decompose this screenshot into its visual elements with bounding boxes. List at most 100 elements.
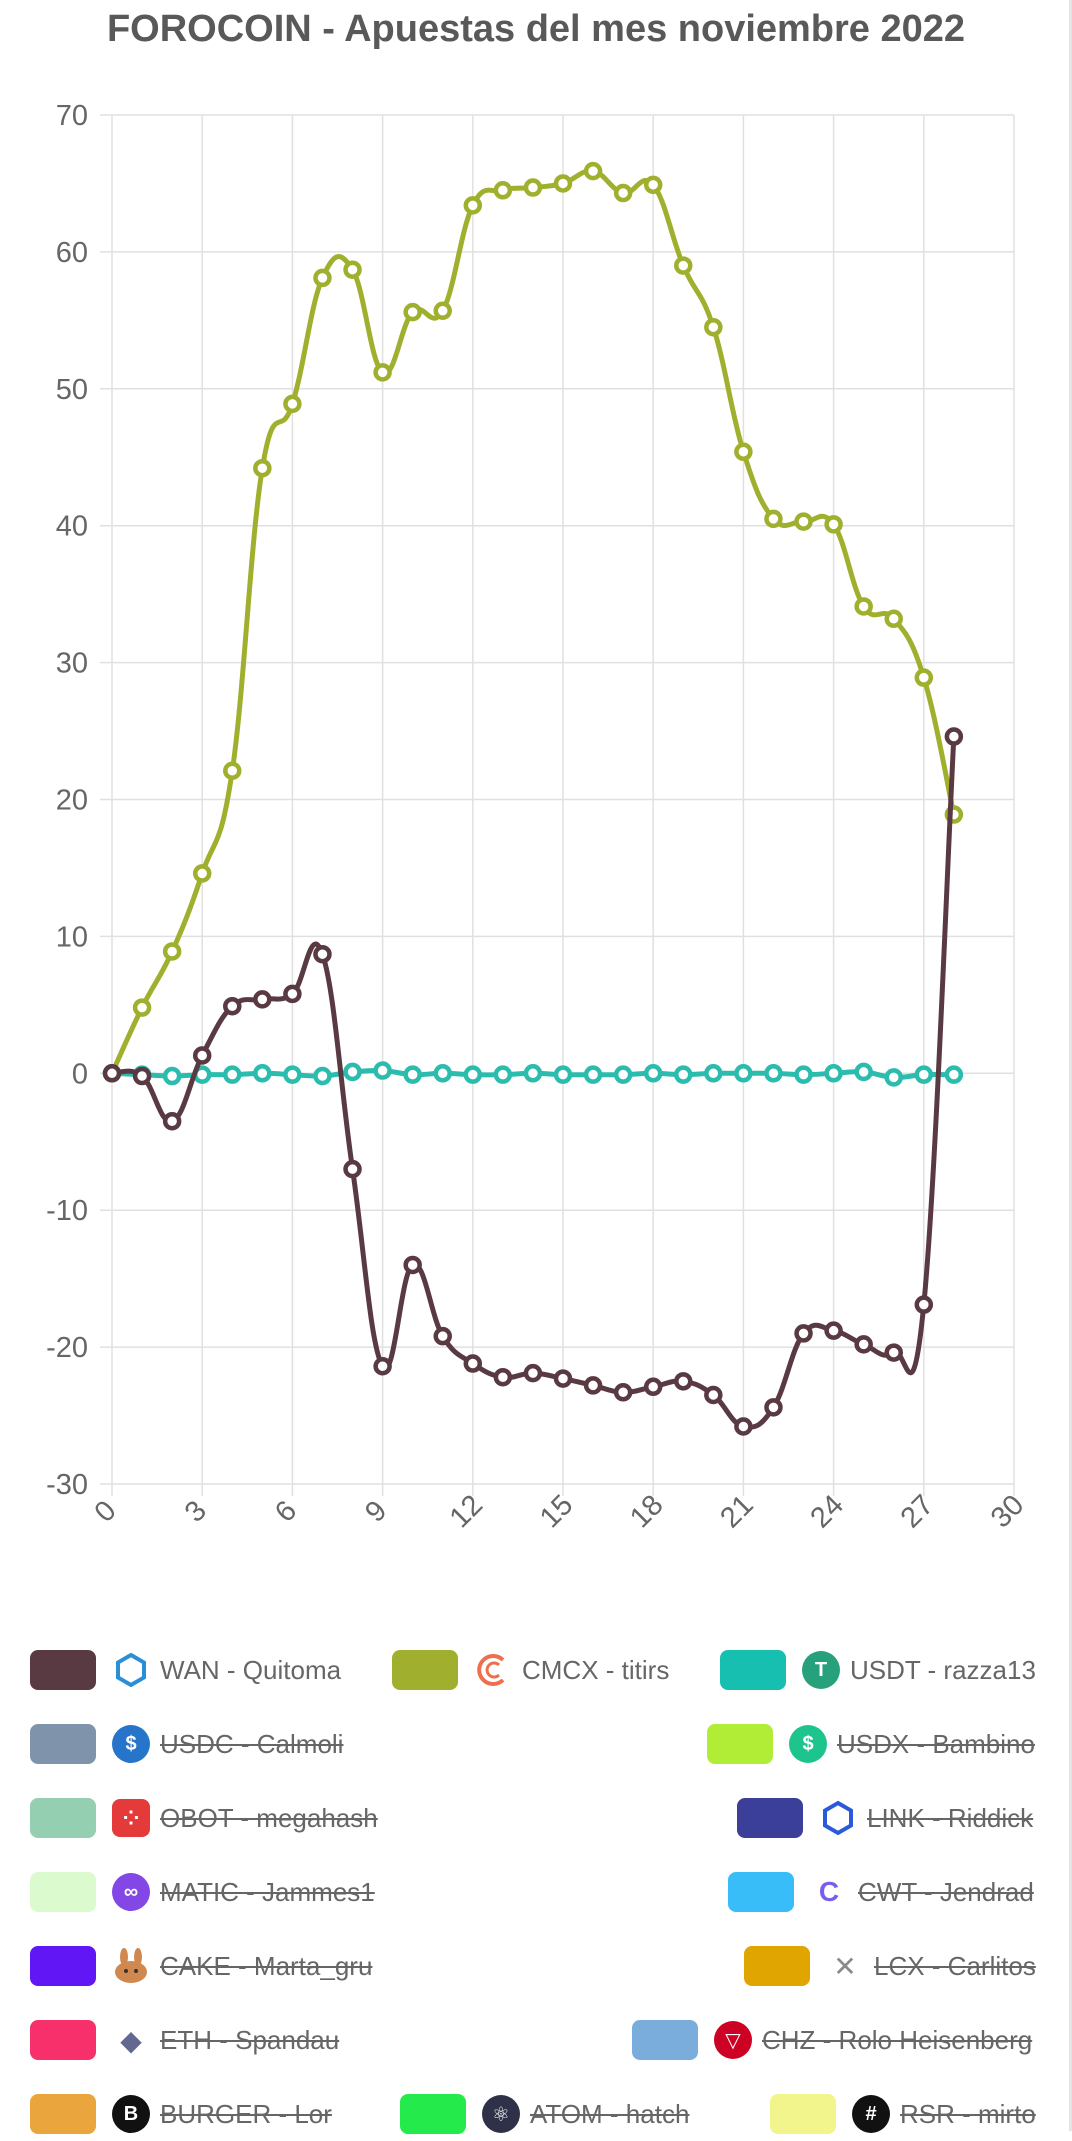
data-point-wan [523,1363,543,1383]
legend-item[interactable]: ◆ ETH - Spandau [30,2013,339,2067]
data-point-cmcx [794,512,813,531]
legend-item[interactable]: B BURGER - Lor [30,2087,332,2141]
data-point-cmcx [313,268,332,288]
data-point-wan [944,727,964,746]
data-point-cmcx [223,761,242,781]
legend-row: ⁘ OBOT - megahash LINK - Riddick [0,1791,1072,1845]
wanchain-icon [112,1651,150,1689]
x-tick-label: 21 [714,1489,759,1534]
data-point-usdt [283,1065,302,1084]
data-point-wan [223,996,242,1016]
legend-swatch [30,1798,96,1838]
legend-row: CAKE - Marta_gru ✕ LCX - Carlitos [0,1939,1072,1993]
data-point-usdt [674,1065,693,1084]
legend-row: $ USDC - Calmoli $ USDX - Bambino [0,1717,1072,1771]
data-point-wan [704,1385,723,1405]
legend-swatch [30,1872,96,1912]
legend-label: OBOT - megahash [160,1802,378,1833]
legend-item[interactable]: CAKE - Marta_gru [30,1939,372,1993]
legend-label: RSR - mirto [900,2098,1036,2129]
data-point-usdt [523,1064,543,1083]
data-point-usdt [343,1062,362,1082]
data-point-wan [403,1255,422,1275]
data-point-wan [764,1398,783,1417]
data-point-usdt [944,1065,964,1084]
legend-item[interactable]: T USDT - razza13 [720,1643,1036,1697]
legend-label: CHZ - Rolo Heisenberg [762,2024,1033,2055]
data-point-wan [674,1372,693,1391]
legend-item[interactable]: # RSR - mirto [770,2087,1036,2141]
data-point-cmcx [433,301,452,321]
x-tick-label: 27 [895,1489,940,1534]
data-point-wan [132,1066,152,1086]
legend-item[interactable]: LINK - Riddick [737,1791,1033,1845]
legend-item[interactable]: ▽ CHZ - Rolo Heisenberg [632,2013,1032,2067]
data-point-wan [253,990,272,1009]
data-point-cmcx [884,609,903,629]
x-tick-label: 3 [179,1495,213,1529]
legend-item[interactable]: ∞ MATIC - Jammes1 [30,1865,375,1919]
legend-item[interactable]: $ USDC - Calmoli [30,1717,343,1771]
data-point-cmcx [613,183,633,203]
data-point-usdt [553,1065,573,1084]
data-point-wan [884,1343,903,1362]
data-point-cmcx [463,196,483,215]
legend-label: USDC - Calmoli [160,1728,344,1759]
legend-label: ATOM - hatch [530,2098,690,2129]
data-point-cmcx [553,174,573,193]
legend-label: CWT - Jendrad [858,1876,1034,1907]
data-point-cmcx [674,256,693,275]
legend-item[interactable]: C CWT - Jendrad [728,1865,1034,1919]
x-tick-label: 6 [269,1495,303,1529]
legend-item[interactable]: $ USDX - Bambino [707,1717,1035,1771]
legend-label: MATIC - Jammes1 [160,1876,375,1907]
y-tick-label: 10 [56,921,88,953]
legend-row: ∞ MATIC - Jammes1 C CWT - Jendrad [0,1865,1072,1919]
legend-label: CMCX - titirs [522,1654,670,1685]
legend-swatch [392,1650,458,1690]
cmcx-icon [474,1651,512,1689]
legend-item[interactable]: WAN - Quitoma [30,1643,341,1697]
scroll-edge [1069,0,1072,2131]
y-tick-label: 40 [56,511,88,543]
data-point-wan [433,1326,452,1346]
data-point-cmcx [493,181,513,200]
legend-swatch [744,1946,810,1986]
y-tick-label: 0 [72,1058,88,1090]
legend-label: BURGER - Lor [160,2098,332,2129]
legend-item[interactable]: ⁘ OBOT - megahash [30,1791,378,1845]
legend-label: LCX - Carlitos [874,1950,1036,1981]
legend-swatch [30,1724,96,1764]
y-tick-label: -20 [46,1332,88,1364]
data-point-wan [553,1369,573,1388]
data-point-wan [794,1324,813,1343]
data-point-cmcx [704,317,723,337]
legend-label: ETH - Spandau [160,2024,340,2055]
legend-swatch [770,2094,836,2134]
legend-swatch [30,2094,96,2134]
data-point-cmcx [643,175,663,195]
data-point-usdt [313,1066,332,1086]
data-point-usdt [884,1068,903,1087]
legend-label: USDT - razza13 [850,1654,1036,1685]
data-point-wan [824,1321,843,1340]
legend-item[interactable]: ✕ LCX - Carlitos [744,1939,1036,1993]
legend-label: USDX - Bambino [837,1728,1035,1759]
data-point-usdt [433,1064,452,1083]
usdx-icon: $ [789,1725,827,1763]
data-point-wan [613,1383,633,1402]
data-point-usdt [493,1065,513,1084]
legend-item[interactable]: CMCX - titirs [392,1643,669,1697]
data-point-usdt [704,1064,723,1083]
x-tick-label: 30 [985,1489,1030,1534]
legend-label: WAN - Quitoma [160,1654,342,1685]
data-point-wan [102,1064,122,1083]
legend-item[interactable]: ⚛ ATOM - hatch [400,2087,689,2141]
data-point-cmcx [343,260,362,279]
data-point-wan [914,1295,934,1314]
legend-swatch [30,2020,96,2060]
x-tick-label: 18 [624,1489,669,1534]
data-point-wan [313,944,332,964]
data-point-usdt [613,1065,633,1084]
data-point-cmcx [824,515,843,534]
